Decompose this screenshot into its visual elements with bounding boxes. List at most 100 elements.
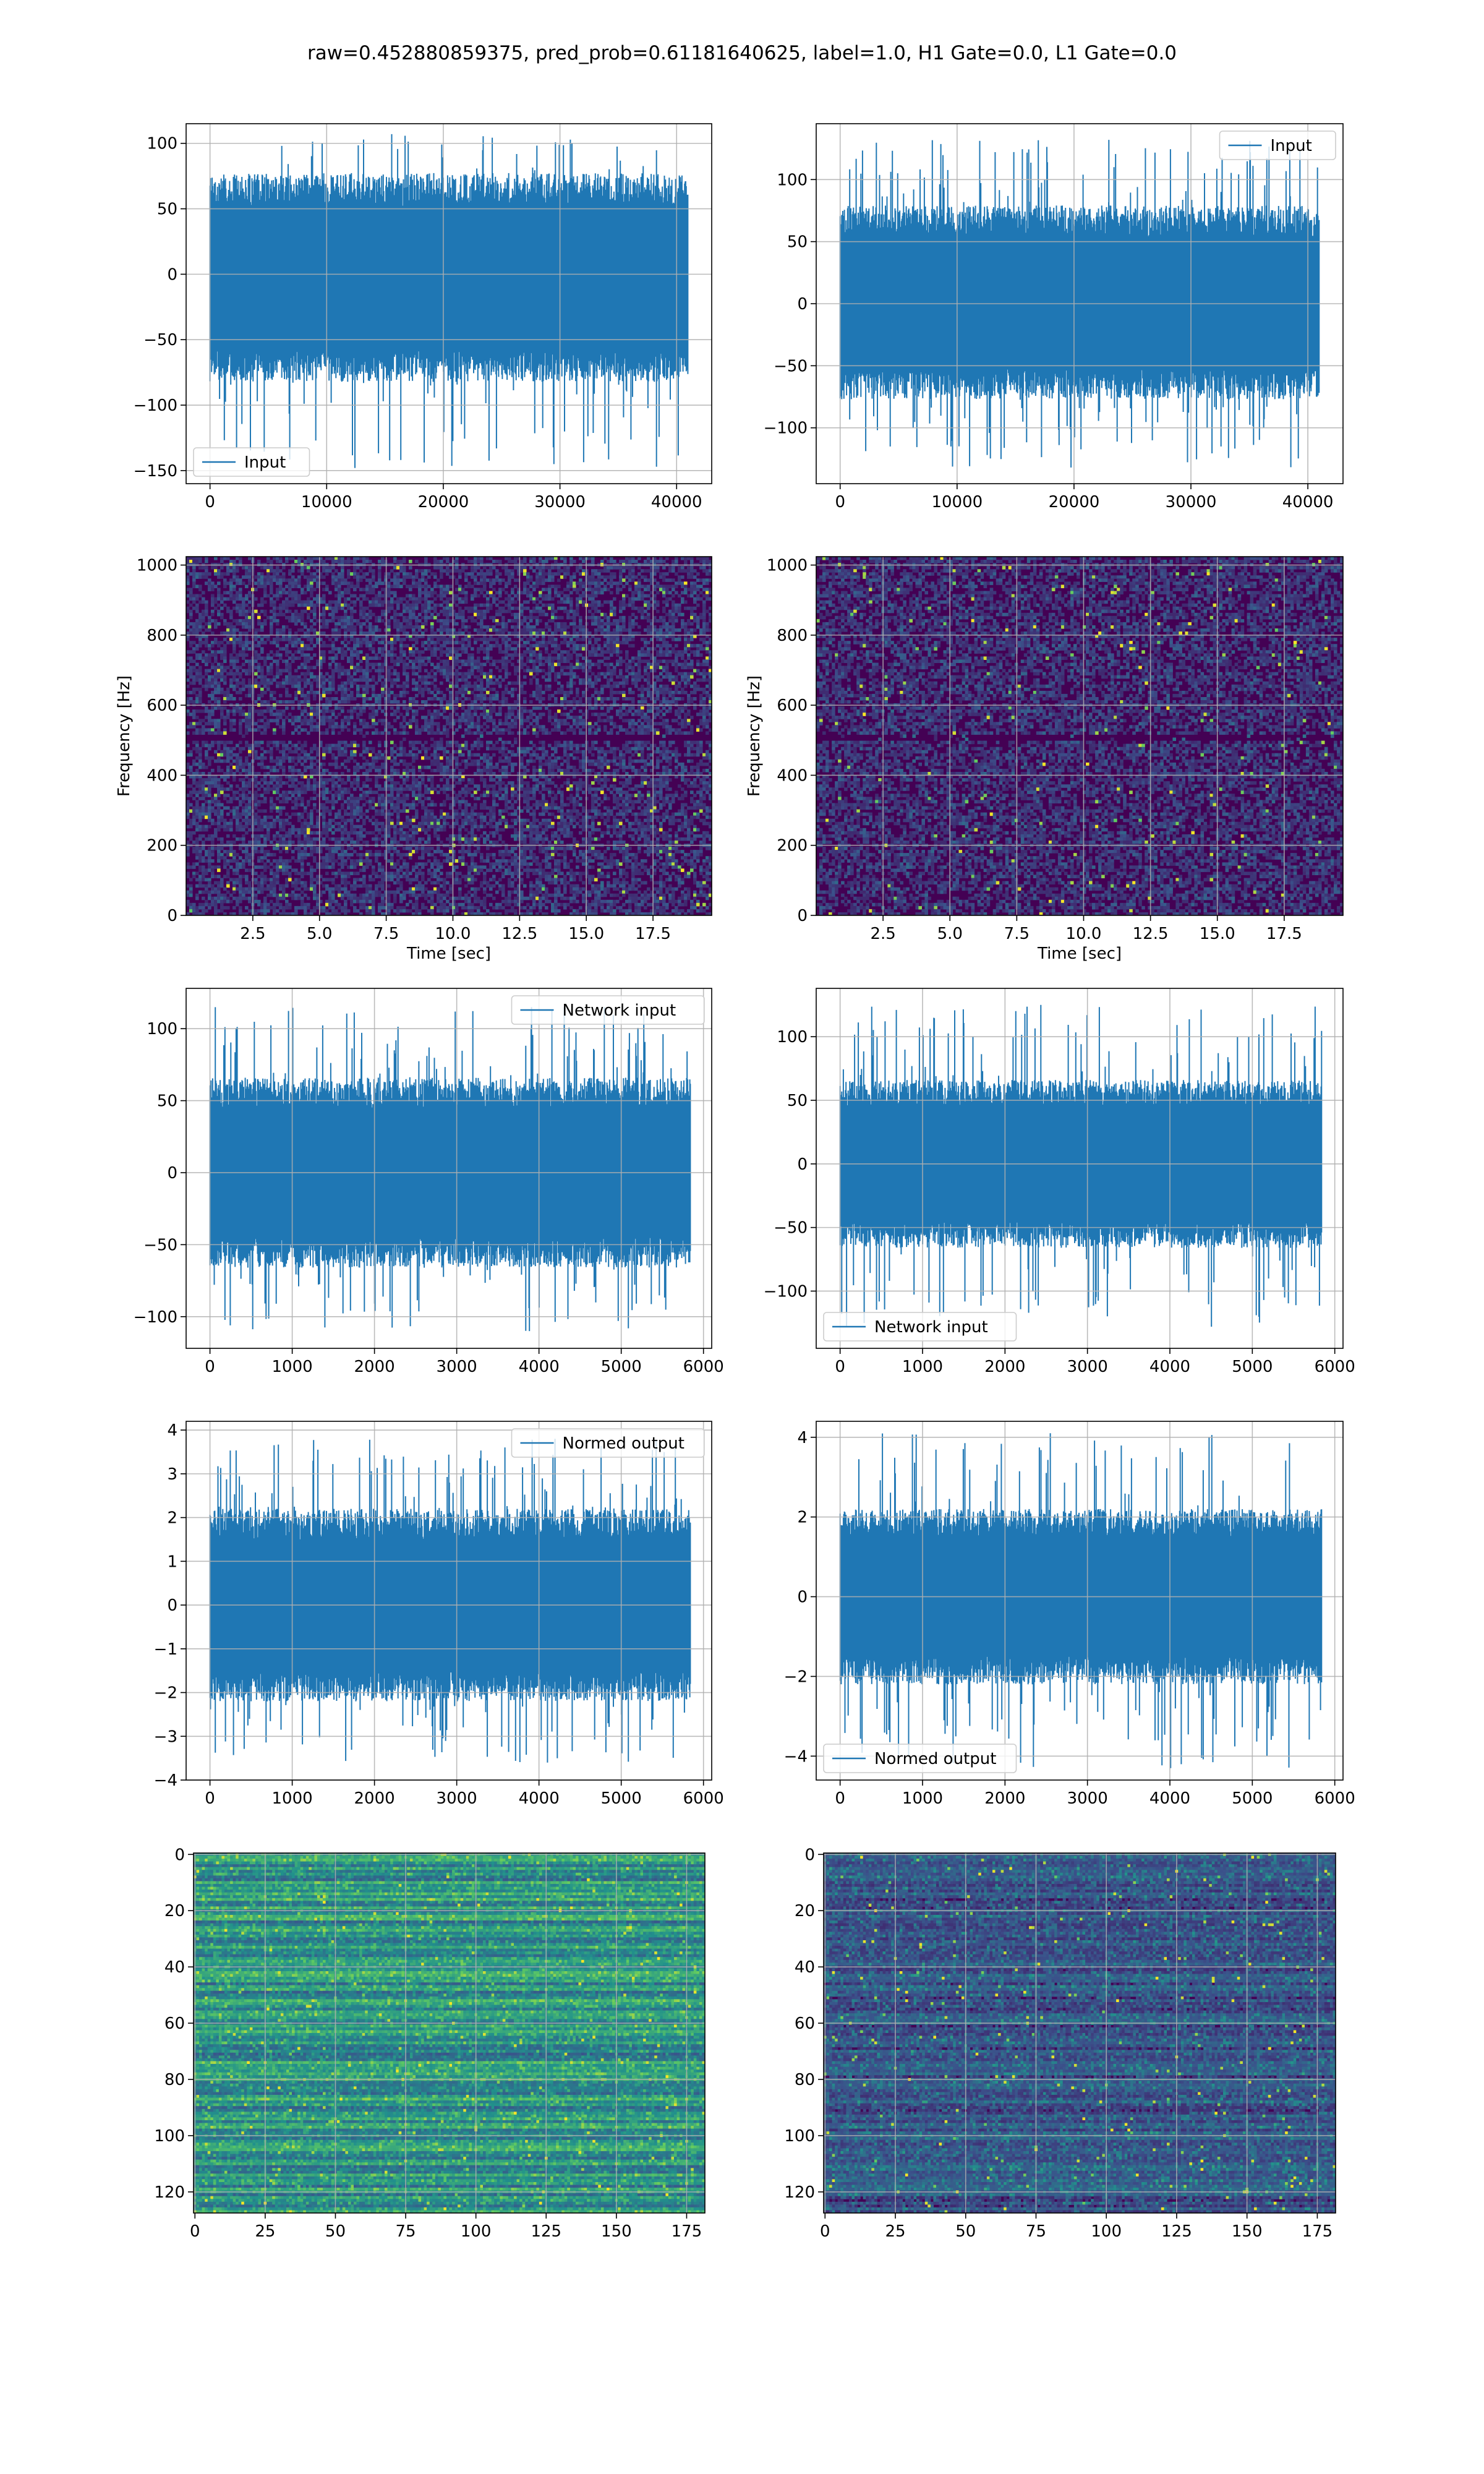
heatmap-cell (393, 594, 397, 598)
heatmap-cell (195, 619, 199, 623)
heatmap-cell (350, 706, 354, 710)
heatmap-cell (535, 666, 539, 670)
heatmap-cell (659, 572, 663, 576)
heatmap-cell (242, 682, 245, 685)
heatmap-cell (573, 700, 576, 704)
heatmap-cell (353, 638, 357, 641)
heatmap-cell (455, 700, 459, 704)
heatmap-cell (486, 601, 490, 604)
heatmap-cell (702, 625, 706, 629)
heatmap-cell (396, 572, 400, 576)
heatmap-cell (501, 659, 505, 663)
heatmap-cell (270, 604, 273, 607)
heatmap-cell (551, 578, 555, 582)
heatmap-cell (350, 622, 354, 626)
heatmap-cell (647, 678, 650, 682)
heatmap-cell (557, 601, 561, 604)
heatmap-cell (443, 557, 446, 560)
heatmap-cell (690, 675, 694, 679)
heatmap-cell (232, 685, 236, 688)
heatmap-cell (474, 682, 477, 685)
heatmap-cell (437, 566, 440, 570)
heatmap-cell (495, 666, 499, 670)
heatmap-cell (433, 697, 437, 701)
heatmap-cell (412, 613, 416, 617)
heatmap-cell (325, 709, 329, 713)
heatmap-cell (665, 613, 669, 617)
heatmap-cell (446, 616, 450, 620)
heatmap-cell (393, 678, 397, 682)
heatmap-cell (307, 644, 310, 648)
heatmap-cell (440, 672, 443, 676)
heatmap-cell (186, 700, 190, 704)
heatmap-cell (573, 631, 576, 635)
heatmap-cell (449, 685, 453, 688)
heatmap-cell (331, 641, 335, 644)
heatmap-cell (600, 688, 604, 691)
heatmap-cell (638, 588, 641, 591)
heatmap-cell (208, 656, 211, 660)
heatmap-cell (588, 616, 592, 620)
heatmap-cell (532, 691, 536, 695)
heatmap-cell (384, 685, 388, 688)
heatmap-cell (208, 616, 211, 620)
heatmap-cell (406, 607, 409, 610)
heatmap-cell (684, 588, 688, 591)
heatmap-cell (532, 706, 536, 710)
heatmap-cell (279, 656, 283, 660)
heatmap-cell (325, 622, 329, 626)
heatmap-cell (344, 644, 348, 648)
heatmap-cell (684, 644, 688, 648)
heatmap-cell (223, 597, 227, 601)
heatmap-cell (239, 613, 242, 617)
heatmap-cell (501, 625, 505, 629)
heatmap-cell (545, 659, 548, 663)
heatmap-cell (644, 700, 647, 704)
heatmap-cell (569, 685, 573, 688)
heatmap-cell (529, 597, 533, 601)
heatmap-cell (505, 685, 508, 688)
heatmap-cell (616, 588, 620, 591)
heatmap-cell (557, 628, 561, 632)
heatmap-cell (566, 700, 570, 704)
heatmap-cell (325, 644, 329, 648)
heatmap-cell (508, 575, 511, 579)
heatmap-cell (189, 700, 193, 704)
heatmap-cell (399, 628, 403, 632)
heatmap-cell (699, 560, 703, 563)
heatmap-cell (418, 591, 422, 595)
heatmap-cell (267, 557, 270, 560)
heatmap-cell (254, 631, 258, 635)
heatmap-cell (551, 666, 555, 670)
heatmap-cell (424, 581, 428, 585)
heatmap-cell (430, 607, 434, 610)
heatmap-cell (455, 656, 459, 660)
heatmap-cell (421, 575, 425, 579)
heatmap-cell (498, 685, 502, 688)
heatmap-cell (446, 591, 450, 595)
heatmap-cell (288, 616, 292, 620)
heatmap-cell (220, 566, 224, 570)
heatmap-cell (616, 641, 620, 644)
heatmap-cell (393, 619, 397, 623)
heatmap-cell (307, 588, 310, 591)
heatmap-cell (189, 675, 193, 679)
heatmap-cell (396, 578, 400, 582)
heatmap-cell (263, 700, 267, 704)
heatmap-cell (427, 638, 431, 641)
heatmap-cell (492, 619, 496, 623)
heatmap-cell (505, 700, 508, 704)
heatmap-cell (310, 588, 313, 591)
heatmap-cell (668, 691, 672, 695)
heatmap-cell (328, 557, 332, 560)
heatmap-cell (446, 700, 450, 704)
heatmap-cell (260, 675, 264, 679)
heatmap-cell (198, 666, 202, 670)
heatmap-cell (421, 675, 425, 679)
heatmap-cell (294, 613, 298, 617)
heatmap-cell (353, 569, 357, 573)
heatmap-cell (696, 594, 700, 598)
heatmap-cell (690, 659, 694, 663)
heatmap-cell (548, 607, 552, 610)
heatmap-cell (424, 560, 428, 563)
